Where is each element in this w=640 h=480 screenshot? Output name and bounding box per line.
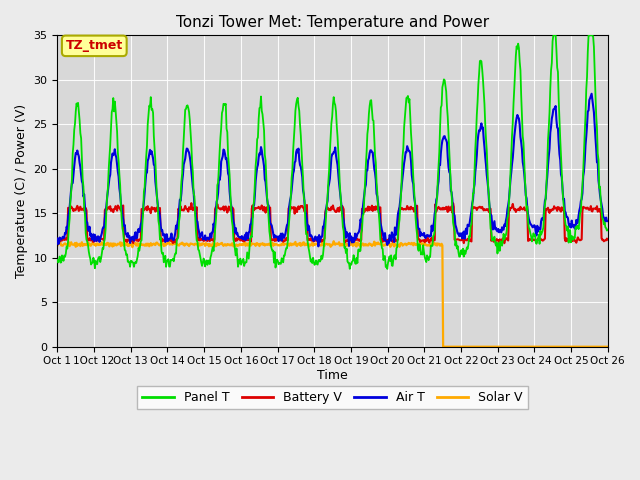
Panel T <box>176 213 184 219</box>
X-axis label: Time: Time <box>317 369 348 382</box>
Battery V <box>206 238 214 244</box>
Battery V <box>500 240 508 246</box>
Battery V <box>188 200 195 206</box>
Solar V <box>164 238 172 244</box>
Text: TZ_tmet: TZ_tmet <box>66 39 123 52</box>
Panel T <box>400 124 408 130</box>
Solar V <box>604 344 612 349</box>
Battery V <box>604 237 612 242</box>
Air T <box>604 218 612 224</box>
Air T <box>120 223 128 229</box>
Battery V <box>120 236 128 241</box>
Battery V <box>63 234 71 240</box>
Panel T <box>63 246 71 252</box>
Panel T <box>205 258 212 264</box>
Air T <box>588 91 595 96</box>
Battery V <box>417 239 424 245</box>
Line: Solar V: Solar V <box>58 241 608 347</box>
Solar V <box>177 240 184 246</box>
Line: Battery V: Battery V <box>58 203 608 243</box>
Panel T <box>383 266 391 272</box>
Battery V <box>176 206 184 212</box>
Air T <box>400 160 408 166</box>
Battery V <box>54 236 61 242</box>
Panel T <box>54 257 61 263</box>
Air T <box>176 197 184 203</box>
Legend: Panel T, Battery V, Air T, Solar V: Panel T, Battery V, Air T, Solar V <box>138 386 528 409</box>
Solar V <box>54 243 61 249</box>
Solar V <box>417 240 424 245</box>
Air T <box>314 243 322 249</box>
Panel T <box>550 33 557 38</box>
Solar V <box>400 241 408 247</box>
Y-axis label: Temperature (C) / Power (V): Temperature (C) / Power (V) <box>15 104 28 278</box>
Solar V <box>439 344 447 349</box>
Line: Air T: Air T <box>58 94 608 246</box>
Air T <box>417 233 424 239</box>
Title: Tonzi Tower Met: Temperature and Power: Tonzi Tower Met: Temperature and Power <box>176 15 489 30</box>
Air T <box>54 236 61 241</box>
Solar V <box>120 243 128 249</box>
Panel T <box>604 227 612 233</box>
Solar V <box>63 241 71 247</box>
Air T <box>205 237 212 242</box>
Panel T <box>120 239 128 244</box>
Panel T <box>417 243 424 249</box>
Air T <box>63 226 71 231</box>
Solar V <box>206 241 214 247</box>
Line: Panel T: Panel T <box>58 36 608 269</box>
Battery V <box>400 206 408 212</box>
